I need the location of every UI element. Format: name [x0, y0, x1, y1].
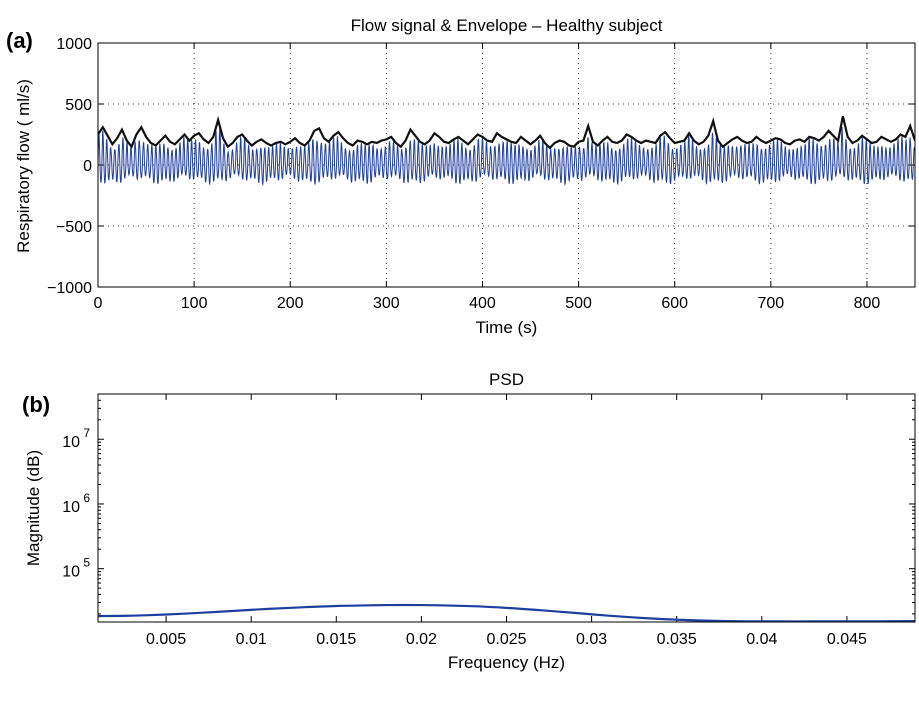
psd-x-tick-labels: 0.005 0.01 0.015 0.02 0.025 0.03 0.035 0.04 0.04…: [146, 631, 867, 648]
flow-x-tick-labels: 0 100 200 300 400 500 600 700 800: [94, 295, 881, 312]
flow-x-tick-label: 700: [757, 295, 784, 312]
flow-y-tick-label: 1000: [56, 36, 92, 53]
psd-y-tick-label: 10: [62, 564, 80, 581]
flow-x-tick-label: 600: [661, 295, 688, 312]
psd-x-tick-label: 0.005: [146, 631, 186, 648]
flow-panel: 0 100 200 300 400 500 600 700 800 −1000 −500 0 500 1…: [47, 36, 915, 312]
psd-x-tick-label: 0.015: [316, 631, 356, 648]
flow-y-tick-label: 500: [65, 97, 92, 114]
flow-y-tick-label: −1000: [47, 280, 92, 297]
psd-x-tick-label: 0.03: [576, 631, 607, 648]
psd-y-axis-label: Magnitude (dB): [24, 428, 46, 588]
psd-y-tick-exponent: 6: [83, 491, 90, 505]
psd-y-tick-label: 10: [62, 434, 80, 451]
panel-a-label: (a): [6, 28, 33, 54]
flow-x-tick-label: 0: [94, 295, 103, 312]
psd-x-tick-label: 0.01: [236, 631, 267, 648]
flow-x-tick-label: 800: [854, 295, 881, 312]
flow-x-axis-label: Time (s): [98, 318, 915, 338]
psd-x-axis-label: Frequency (Hz): [98, 653, 915, 673]
flow-x-tick-label: 400: [469, 295, 496, 312]
panel-b-label: (b): [22, 392, 50, 418]
psd-y-tick-label: 10: [62, 499, 80, 516]
flow-x-tick-label: 200: [277, 295, 304, 312]
psd-x-tick-label: 0.02: [406, 631, 437, 648]
psd-x-tick-label: 0.035: [657, 631, 697, 648]
psd-x-tick-label: 0.025: [486, 631, 526, 648]
psd-y-tick-exponent: 5: [83, 556, 90, 570]
psd-x-tick-label: 0.04: [746, 631, 777, 648]
flow-y-tick-labels: −1000 −500 0 500 1000: [47, 36, 92, 297]
flow-y-tick-label: −500: [56, 219, 92, 236]
psd-x-tick-label: 0.045: [827, 631, 867, 648]
flow-chart-title: Flow signal & Envelope – Healthy subject: [98, 16, 915, 36]
flow-x-tick-label: 300: [373, 295, 400, 312]
flow-x-tick-label: 100: [181, 295, 208, 312]
psd-y-tick-exponent: 7: [83, 426, 90, 440]
psd-chart-title: PSD: [98, 370, 915, 390]
flow-x-tick-label: 500: [565, 295, 592, 312]
flow-y-axis-label: Respiratory flow ( ml/s): [14, 56, 36, 276]
flow-y-tick-label: 0: [83, 158, 92, 175]
psd-plot-area: [98, 394, 915, 622]
psd-panel: 0.005 0.01 0.015 0.02 0.025 0.03 0.035 0.04 0.04…: [62, 394, 915, 648]
